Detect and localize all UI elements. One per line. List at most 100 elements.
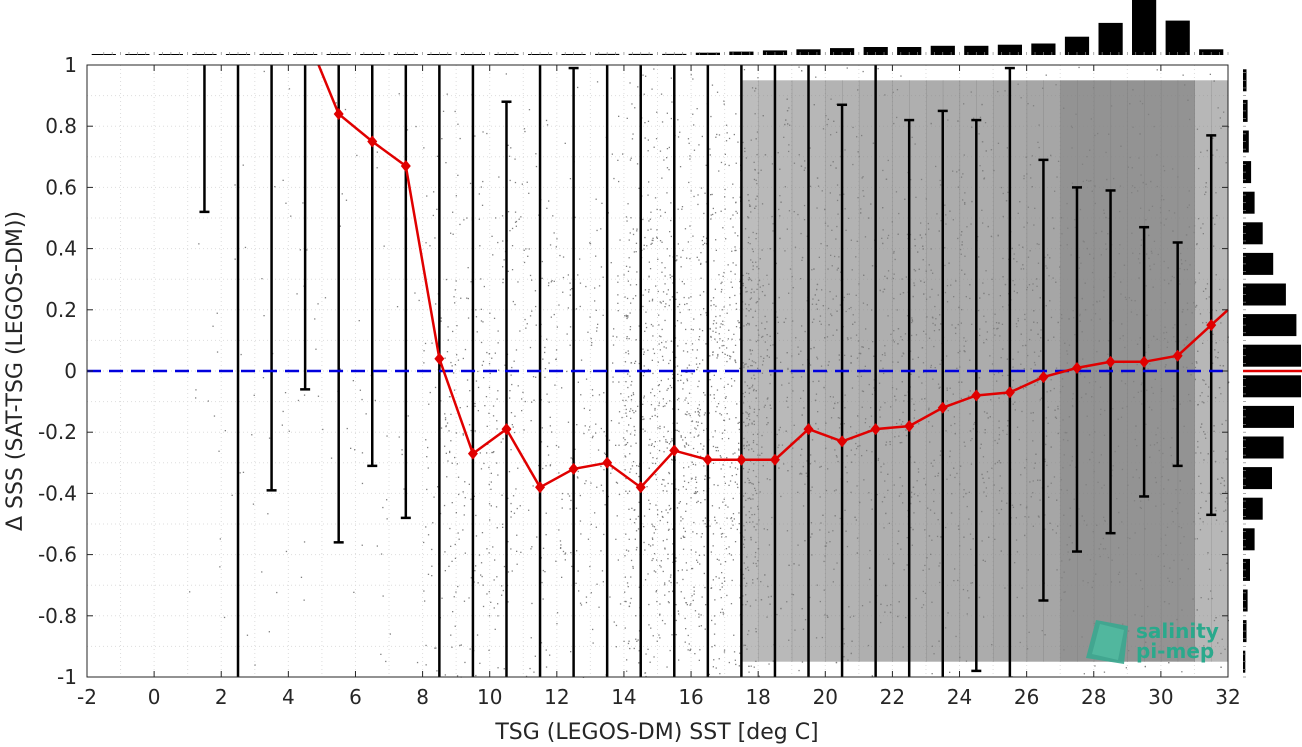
scatter-point bbox=[1132, 126, 1134, 128]
scatter-point bbox=[885, 444, 887, 446]
scatter-density-band bbox=[1177, 80, 1195, 662]
scatter-point bbox=[1201, 401, 1203, 403]
scatter-point bbox=[686, 414, 688, 416]
scatter-point bbox=[953, 296, 955, 298]
scatter-point bbox=[423, 147, 425, 149]
scatter-point bbox=[624, 627, 626, 629]
scatter-point bbox=[1190, 374, 1192, 376]
x-tick-label: 16 bbox=[678, 685, 703, 709]
scatter-point bbox=[688, 142, 690, 144]
scatter-point bbox=[667, 387, 669, 390]
scatter-point bbox=[816, 283, 819, 286]
scatter-point bbox=[462, 433, 464, 435]
scatter-point bbox=[680, 266, 682, 268]
scatter-point bbox=[732, 226, 734, 228]
scatter-point bbox=[219, 566, 221, 568]
scatter-point bbox=[590, 337, 592, 340]
scatter-point bbox=[726, 457, 728, 459]
scatter-point bbox=[520, 216, 522, 218]
y-tick-label: -1 bbox=[57, 665, 77, 689]
scatter-point bbox=[635, 518, 637, 520]
scatter-point bbox=[612, 344, 615, 346]
scatter-point bbox=[684, 641, 686, 643]
scatter-point bbox=[650, 627, 652, 629]
scatter-point bbox=[916, 480, 918, 482]
scatter-density-band bbox=[1194, 80, 1212, 662]
mean-marker bbox=[568, 462, 579, 475]
scatter-point bbox=[710, 587, 713, 589]
scatter-point bbox=[647, 194, 649, 196]
scatter-point bbox=[957, 525, 960, 527]
scatter-point bbox=[911, 334, 913, 337]
x-tick-label: 2 bbox=[215, 685, 228, 709]
scatter-point bbox=[1103, 209, 1105, 211]
scatter-point bbox=[643, 244, 645, 246]
scatter-point bbox=[768, 356, 770, 358]
scatter-point bbox=[1105, 243, 1107, 245]
scatter-point bbox=[436, 208, 438, 210]
scatter-point bbox=[490, 472, 492, 474]
scatter-point bbox=[502, 266, 504, 268]
scatter-point bbox=[685, 328, 687, 331]
scatter-point bbox=[567, 493, 569, 495]
scatter-point bbox=[511, 424, 513, 426]
scatter-point bbox=[871, 309, 873, 311]
scatter-point bbox=[1147, 368, 1149, 370]
scatter-point bbox=[628, 371, 630, 373]
scatter-point bbox=[1201, 491, 1203, 494]
scatter-point bbox=[475, 514, 477, 517]
scatter-point bbox=[1038, 124, 1040, 126]
scatter-point bbox=[1191, 362, 1193, 365]
scatter-point bbox=[1117, 573, 1120, 575]
scatter-point bbox=[732, 497, 734, 500]
scatter-point bbox=[800, 397, 802, 399]
scatter-point bbox=[1016, 261, 1018, 263]
scatter-point bbox=[850, 491, 852, 493]
scatter-point bbox=[361, 452, 364, 454]
scatter-point bbox=[998, 372, 1000, 374]
scatter-point bbox=[661, 341, 663, 344]
scatter-point bbox=[444, 357, 446, 359]
scatter-point bbox=[679, 311, 681, 314]
scatter-point bbox=[239, 472, 241, 474]
scatter-point bbox=[791, 466, 793, 468]
scatter-point bbox=[769, 382, 771, 385]
scatter-point bbox=[468, 424, 471, 426]
scatter-point bbox=[905, 394, 907, 397]
scatter-point bbox=[494, 628, 496, 630]
scatter-point bbox=[989, 416, 991, 418]
scatter-point bbox=[998, 322, 1000, 324]
scatter-point bbox=[761, 249, 763, 251]
scatter-point bbox=[1172, 327, 1174, 329]
scatter-point bbox=[1188, 650, 1190, 652]
scatter-point bbox=[1046, 391, 1048, 393]
scatter-point bbox=[1199, 313, 1202, 315]
scatter-point bbox=[625, 456, 627, 458]
scatter-point bbox=[766, 616, 768, 618]
scatter-point bbox=[1024, 516, 1026, 518]
scatter-point bbox=[700, 443, 702, 445]
scatter-point bbox=[1066, 350, 1068, 352]
scatter-point bbox=[981, 510, 983, 513]
scatter-point bbox=[823, 589, 825, 591]
scatter-point bbox=[788, 150, 790, 153]
scatter-point bbox=[733, 133, 735, 136]
scatter-point bbox=[1196, 128, 1199, 130]
scatter-point bbox=[617, 302, 619, 304]
scatter-point bbox=[690, 478, 693, 480]
scatter-point bbox=[1104, 548, 1107, 550]
scatter-point bbox=[718, 507, 720, 509]
scatter-point bbox=[880, 406, 882, 408]
scatter-point bbox=[669, 255, 671, 257]
scatter-point bbox=[548, 362, 550, 364]
scatter-point bbox=[753, 666, 755, 668]
scatter-point bbox=[1223, 510, 1225, 512]
scatter-point bbox=[652, 635, 654, 637]
scatter-point bbox=[545, 119, 548, 122]
scatter-point bbox=[624, 576, 626, 578]
scatter-point bbox=[686, 604, 688, 606]
scatter-point bbox=[1157, 632, 1159, 634]
scatter-point bbox=[285, 202, 287, 204]
scatter-point bbox=[523, 429, 525, 431]
scatter-density-band bbox=[758, 80, 776, 662]
